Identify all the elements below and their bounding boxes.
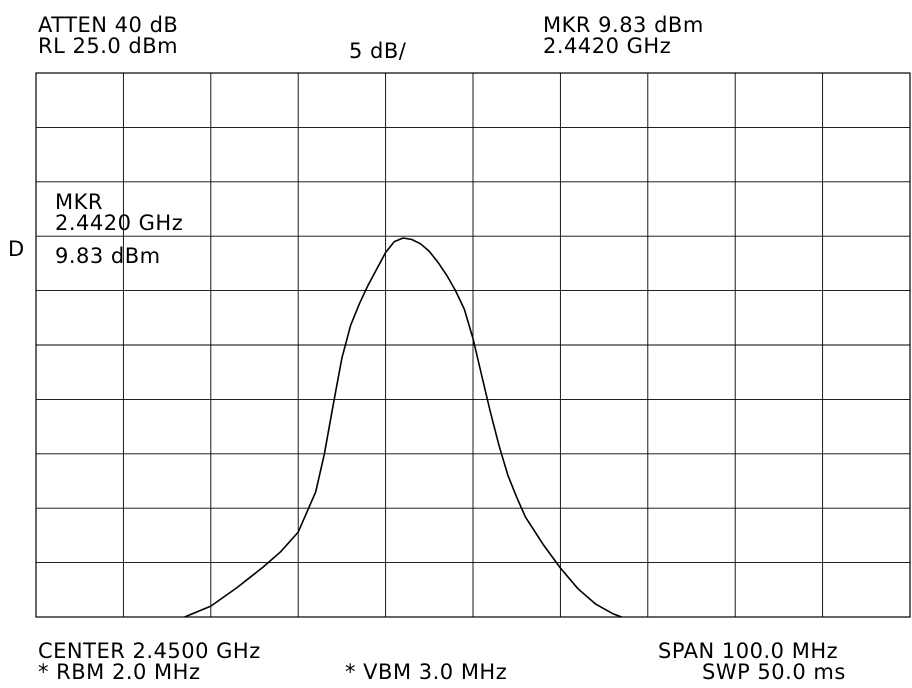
grid — [36, 73, 910, 617]
ref-level-label: RL 25.0 dBm — [38, 34, 179, 58]
marker-level-readout: MKR 9.83 dBm — [543, 13, 704, 37]
spectrum-trace — [184, 237, 622, 618]
marker-freq-readout: 2.4420 GHz — [543, 34, 672, 58]
span-label: SPAN 100.0 MHz — [658, 639, 839, 663]
display-line-indicator: D — [8, 237, 25, 261]
center-frequency-label: CENTER 2.4500 GHz — [38, 639, 261, 663]
marker-box-title: MKR — [55, 190, 103, 214]
rbw-label: * RBM 2.0 MHz — [38, 660, 201, 684]
atten-label: ATTEN 40 dB — [38, 13, 179, 37]
sweep-time-label: SWP 50.0 ms — [702, 660, 846, 684]
vbw-label: * VBM 3.0 MHz — [345, 660, 508, 684]
scale-label: 5 dB/ — [349, 39, 407, 63]
marker-box-level: 9.83 dBm — [55, 244, 161, 268]
marker-box-freq: 2.4420 GHz — [55, 211, 184, 235]
